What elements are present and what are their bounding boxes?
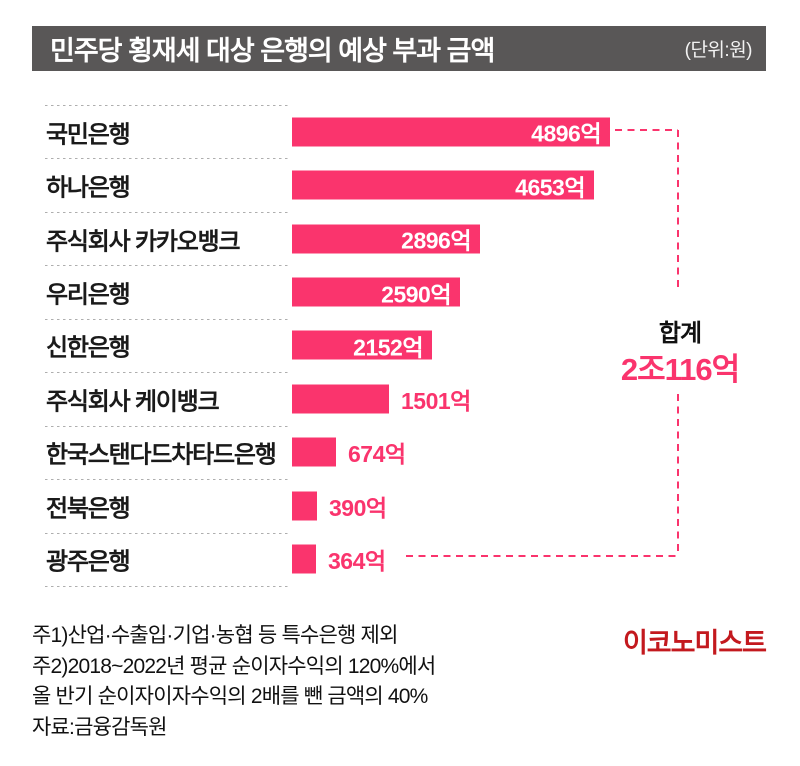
footnote-line: 올 반기 순이자이자수익의 2배를 뺀 금액의 40% (32, 685, 428, 708)
row-separator (45, 265, 288, 267)
row-separator (45, 158, 288, 160)
value-bar: 4896억 (292, 117, 610, 147)
header-bar: 민주당 횡재세 대상 은행의 예상 부과 금액 (단위:원) (32, 26, 766, 71)
row-separator (45, 532, 288, 534)
chart-row: 우리은행 2590억 (0, 265, 800, 318)
row-separator (45, 425, 288, 427)
bar-chart: 국민은행 4896억 하나은행 4653억 주식회사 카카오뱅크 2896억 우… (0, 105, 800, 587)
bar-value-label: 364억 (328, 548, 386, 575)
chart-row: 신한은행 2152억 (0, 318, 800, 372)
bank-label: 우리은행 (46, 281, 131, 309)
value-bar (292, 544, 316, 574)
bar-value-label: 2896억 (401, 227, 471, 254)
chart-row: 광주은행 364억 (0, 532, 800, 586)
value-bar: 2152억 (292, 330, 432, 361)
bank-label: 하나은행 (46, 174, 131, 202)
chart-row: 하나은행 4653억 (0, 158, 800, 211)
row-separator (45, 372, 288, 374)
bar-value-label: 4896억 (531, 120, 601, 147)
bank-label: 한국스탠다드차타드은행 (46, 441, 277, 469)
bank-label: 광주은행 (46, 548, 131, 576)
chart-row: 주식회사 카카오뱅크 2896억 (0, 211, 800, 265)
value-bar: 4653억 (292, 170, 594, 201)
bar-value-label: 1501억 (401, 387, 471, 414)
bar-value-label: 674억 (348, 441, 406, 468)
footnote-line: 자료:금융감독원 (32, 715, 167, 739)
value-bar: 2590억 (292, 277, 460, 308)
footnote-line: 주1)산업·수출입·기업·농협 등 특수은행 제외 (32, 624, 398, 647)
bar-value-label: 4653억 (515, 174, 585, 201)
chart-row: 전북은행 390억 (0, 479, 800, 532)
total-label: 합계 (658, 320, 702, 347)
economist-logo: 이코노미스트 (622, 628, 767, 658)
row-separator (45, 479, 288, 481)
bank-label: 주식회사 케이뱅크 (46, 388, 220, 416)
bracket-dash-bottom (406, 555, 678, 557)
chart-row: 국민은행 4896억 (0, 105, 800, 158)
value-bar: 2896억 (292, 224, 480, 254)
bar-value-label: 2152억 (353, 334, 423, 361)
bank-label: 국민은행 (46, 121, 131, 149)
bar-value-label: 390억 (329, 494, 387, 521)
row-separator (45, 586, 288, 587)
total-value: 2조116억 (620, 352, 740, 387)
bracket-dash-top (615, 129, 678, 131)
footnotes: 주1)산업·수출입·기업·농협 등 특수은행 제외 주2)2018~2022년 … (32, 621, 436, 743)
row-separator (45, 318, 288, 320)
chart-row: 한국스탠다드차타드은행 674억 (0, 425, 800, 479)
chart-title: 민주당 횡재세 대상 은행의 예상 부과 금액 (50, 36, 495, 66)
value-bar (292, 437, 336, 467)
chart-row: 주식회사 케이뱅크 1501억 (0, 372, 800, 425)
value-bar (292, 491, 317, 521)
footnote-line: 주2)2018~2022년 평균 순이자수익의 120%에서 (32, 654, 436, 678)
value-bar (292, 384, 389, 414)
bank-label: 신한은행 (46, 334, 131, 362)
bank-label: 주식회사 카카오뱅크 (46, 228, 241, 256)
bank-label: 전북은행 (46, 495, 131, 523)
unit-label: (단위:원) (684, 40, 753, 61)
row-separator (45, 211, 288, 213)
bracket-dash-vertical-top (677, 130, 679, 289)
bar-value-label: 2590억 (381, 281, 451, 308)
bracket-dash-vertical-bottom (677, 394, 679, 555)
row-separator (45, 105, 288, 106)
